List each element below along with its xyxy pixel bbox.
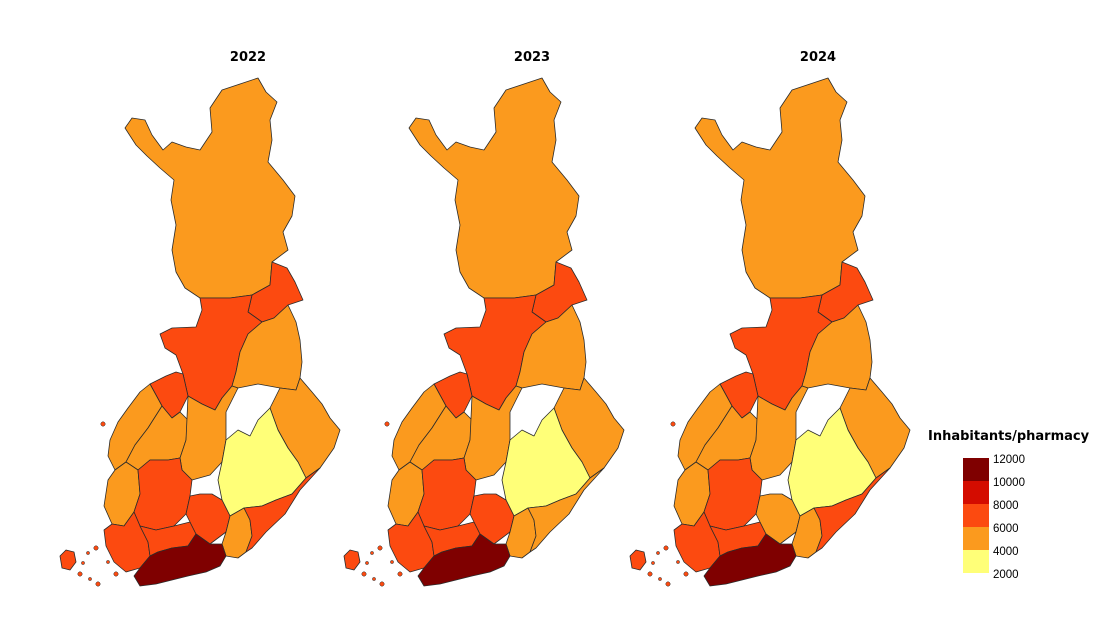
legend-title: Inhabitants/pharmacy (928, 429, 1090, 444)
region-uusimaa (133, 533, 227, 587)
legend-swatch-10000-12000 (963, 458, 989, 481)
island-marker (658, 577, 662, 581)
island-marker (683, 571, 689, 577)
region-south-karelia (813, 467, 891, 553)
legend-swatch-8000-10000 (963, 481, 989, 504)
island-marker (100, 421, 106, 427)
map-title-2023: 2023 (513, 50, 551, 65)
legend-label: 12000 (993, 454, 1025, 466)
island-marker (676, 560, 680, 564)
island-marker (390, 560, 394, 564)
region-aland (343, 549, 361, 571)
map-title-2024: 2024 (799, 50, 837, 65)
island-marker (86, 551, 90, 555)
map-title-2022: 2022 (229, 50, 267, 65)
region-lapland (694, 77, 866, 299)
legend-label: 6000 (993, 523, 1019, 535)
island-marker (663, 545, 669, 551)
island-marker (397, 571, 403, 577)
island-marker (93, 545, 99, 551)
island-marker (77, 571, 83, 577)
island-marker (670, 421, 676, 427)
legend-swatch-2000-4000 (963, 550, 989, 573)
region-south-karelia (243, 467, 321, 553)
region-uusimaa (417, 533, 511, 587)
legend-swatch-6000-8000 (963, 504, 989, 527)
legend-label: 4000 (993, 546, 1019, 558)
region-aland (629, 549, 647, 571)
legend-label: 8000 (993, 500, 1019, 512)
island-marker (361, 571, 367, 577)
legend-label: 10000 (993, 477, 1025, 489)
region-lapland (124, 77, 296, 299)
island-marker (379, 581, 385, 587)
island-marker (365, 561, 369, 565)
island-marker (113, 571, 119, 577)
region-lapland (408, 77, 580, 299)
island-marker (656, 551, 660, 555)
island-marker (377, 545, 383, 551)
island-marker (665, 581, 671, 587)
map-2024 (629, 77, 911, 587)
island-marker (106, 560, 110, 564)
island-marker (651, 561, 655, 565)
island-marker (384, 421, 390, 427)
legend-label: 2000 (993, 569, 1019, 581)
map-2023 (343, 77, 625, 587)
island-marker (88, 577, 92, 581)
island-marker (372, 577, 376, 581)
region-uusimaa (703, 533, 797, 587)
island-marker (81, 561, 85, 565)
map-2022 (59, 77, 341, 587)
legend-swatch-4000-6000 (963, 527, 989, 550)
island-marker (95, 581, 101, 587)
island-marker (647, 571, 653, 577)
region-aland (59, 549, 77, 571)
island-marker (370, 551, 374, 555)
region-south-karelia (527, 467, 605, 553)
